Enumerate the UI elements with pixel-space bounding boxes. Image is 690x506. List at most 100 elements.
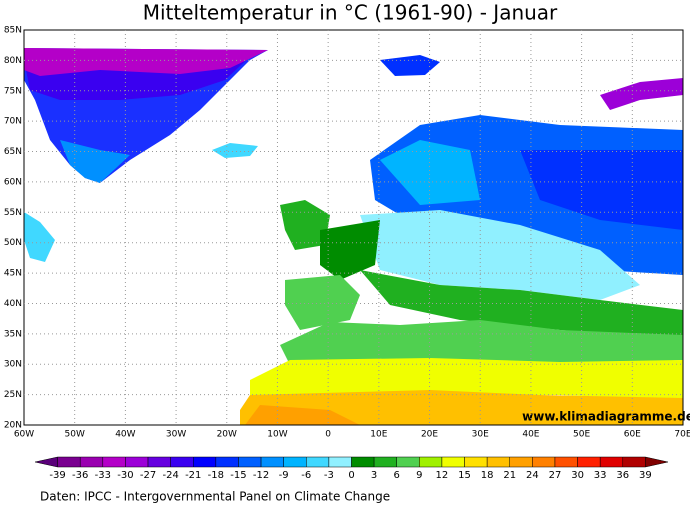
colorbar-swatch: [170, 456, 194, 468]
newfoundland: [24, 212, 55, 262]
colorbar-label: -6: [301, 470, 311, 481]
lat-label: 60N: [4, 177, 22, 187]
colorbar-swatch: [238, 456, 262, 468]
north-africa: [280, 320, 683, 365]
siberia: [520, 150, 683, 230]
lon-label: 40E: [522, 430, 539, 440]
scandinavia: [380, 140, 480, 205]
lon-label: 10E: [370, 430, 387, 440]
colorbar-swatch: [79, 456, 104, 468]
colorbar-swatch: [441, 456, 465, 468]
colorbar-label: -15: [230, 470, 246, 481]
colorbar-label: -21: [185, 470, 201, 481]
lat-label: 45N: [4, 269, 22, 279]
colorbar-label: -18: [208, 470, 224, 481]
colorbar-label: -3: [324, 470, 334, 481]
lon-label: 50W: [65, 430, 85, 440]
colorbar-label: -36: [72, 470, 88, 481]
colorbar-label: 15: [458, 470, 471, 481]
colorbar-swatch: [622, 456, 646, 468]
lon-label: 30W: [166, 430, 186, 440]
colorbar-label: 36: [616, 470, 629, 481]
colorbar-label: 18: [481, 470, 494, 481]
colorbar-swatch: [419, 456, 443, 468]
lat-label: 50N: [4, 238, 22, 248]
colorbar-swatch: [260, 456, 284, 468]
watermark: www.klimadiagramme.de: [522, 410, 690, 424]
colorbar-swatch: [373, 456, 397, 468]
colorbar-swatch: [283, 456, 307, 468]
lat-label: 85N: [4, 26, 22, 36]
colorbar-label: 27: [549, 470, 562, 481]
colorbar-label: -33: [95, 470, 111, 481]
colorbar-label: -39: [49, 470, 65, 481]
colorbar-swatch: [147, 456, 171, 468]
lat-label: 75N: [4, 86, 22, 96]
colorbar-swatch: [645, 456, 669, 468]
lon-label: 20W: [217, 430, 237, 440]
colorbar-label: 30: [571, 470, 584, 481]
colorbar-swatch: [464, 456, 488, 468]
colorbar-label: 33: [594, 470, 607, 481]
sahara-south: [240, 390, 683, 425]
colorbar-label: 9: [416, 470, 422, 481]
lon-label: 40W: [115, 430, 135, 440]
arctic-island: [600, 78, 683, 110]
lon-label: 60E: [624, 430, 641, 440]
iceland: [212, 143, 258, 158]
lat-label: 35N: [4, 329, 22, 339]
colorbar-swatch: [102, 456, 126, 468]
greenland-south: [60, 140, 130, 183]
colorbar-swatch: [306, 456, 330, 468]
lat-label: 40N: [4, 299, 22, 309]
colorbar-swatch: [554, 456, 578, 468]
lon-label: 20E: [421, 430, 438, 440]
colorbar-swatch: [328, 456, 352, 468]
colorbar-label: -9: [279, 470, 289, 481]
lon-label: 50E: [573, 430, 590, 440]
colorbar-label: 0: [348, 470, 354, 481]
colorbar-label: -27: [140, 470, 156, 481]
colorbar-label: 21: [503, 470, 516, 481]
colorbar-swatch: [396, 456, 420, 468]
lat-label: 30N: [4, 360, 22, 370]
sahara-north: [250, 358, 683, 400]
colorbar-label: 12: [436, 470, 449, 481]
colorbar-label: 24: [526, 470, 539, 481]
colorbar-swatch: [34, 456, 58, 468]
lon-label: 70E: [674, 430, 690, 440]
lat-label: 65N: [4, 147, 22, 157]
colorbar-label: 39: [639, 470, 652, 481]
map: www.klimadiagramme.de: [23, 29, 690, 426]
lon-label: 10W: [267, 430, 287, 440]
lon-label: 60W: [14, 430, 34, 440]
lat-label: 20N: [4, 421, 22, 431]
mediterranean: [360, 270, 683, 340]
western-europe: [320, 220, 380, 280]
colorbar-label: 6: [394, 470, 400, 481]
colorbar-swatch: [215, 456, 239, 468]
colorbar-swatch: [351, 456, 375, 468]
source: Daten: IPCC - Intergovernmental Panel on…: [40, 490, 390, 504]
map-frame: [23, 29, 684, 426]
lat-label: 25N: [4, 390, 22, 400]
colorbar-label: 3: [371, 470, 377, 481]
colorbar-swatch: [509, 456, 533, 468]
greenland-north: [24, 48, 268, 76]
colorbar-swatch: [532, 456, 556, 468]
colorbar-swatch: [577, 456, 601, 468]
colorbar-swatch: [193, 456, 217, 468]
sahel: [245, 405, 360, 425]
lat-label: 55N: [4, 208, 22, 218]
lon-label: 0: [325, 430, 331, 440]
title: Mitteltemperatur in °C (1961-90) - Janua…: [143, 1, 558, 25]
colorbar-swatch: [57, 456, 81, 468]
lat-label: 80N: [4, 56, 22, 66]
colorbar-swatch: [486, 456, 510, 468]
colorbar-swatch: [599, 456, 624, 468]
central-europe: [360, 210, 640, 300]
lon-label: 30E: [472, 430, 489, 440]
colorbar-label: -24: [162, 470, 178, 481]
colorbar-label: -12: [253, 470, 269, 481]
